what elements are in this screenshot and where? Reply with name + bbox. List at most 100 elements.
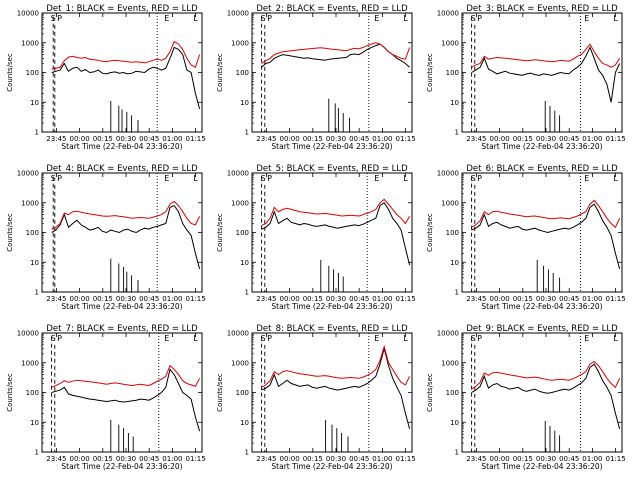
y-tick-label: 1	[455, 289, 459, 297]
x-tick-label: 01:15	[396, 295, 416, 303]
panel-det-5: Det_5: BLACK = Events, RED = LLD 1 10 100 10…	[216, 164, 416, 311]
y-tick-label: 10	[450, 99, 459, 107]
x-tick-label: 01:00	[582, 295, 602, 303]
marker-letter: S	[471, 174, 476, 183]
y-tick-label: 1000	[231, 39, 249, 47]
y-tick-label: 100	[446, 229, 459, 237]
panel-title: Det_2: BLACK = Events, RED = LLD	[256, 4, 408, 14]
x-tick-label: 00:15	[93, 455, 113, 463]
y-tick-label: 10	[450, 259, 459, 267]
events-series-line	[261, 202, 411, 266]
y-tick-label: 10	[240, 419, 249, 427]
plot-frame	[251, 172, 413, 293]
x-tick-label: 00:15	[513, 295, 533, 303]
x-tick-label: 00:45	[349, 455, 369, 463]
y-tick-label: 10000	[437, 10, 459, 18]
x-tick-label: 00:00	[280, 135, 300, 143]
lld-series-line	[51, 364, 201, 388]
panel-det-7: Det_7: BLACK = Events, RED = LLD 1 10 100 10…	[6, 324, 206, 471]
x-tick-label: 00:15	[303, 295, 323, 303]
y-tick-label: 1000	[231, 199, 249, 207]
y-tick-label: 100	[236, 389, 249, 397]
marker-letter: P	[267, 174, 272, 183]
lld-series-line	[51, 200, 201, 230]
y-tick-label: 10	[30, 259, 39, 267]
y-tick-label: 1000	[231, 359, 249, 367]
y-axis-label: Counts/sec	[426, 53, 434, 92]
x-tick-label: 01:00	[372, 455, 392, 463]
marker-letter: S	[51, 174, 56, 183]
marker-letter: L	[403, 14, 408, 23]
marker-letter: E	[584, 14, 589, 23]
x-tick-label: 01:15	[396, 135, 416, 143]
panel-det-2: Det_2: BLACK = Events, RED = LLD 1 10 100 10…	[216, 4, 416, 151]
x-tick-label: 23:45	[46, 295, 66, 303]
y-tick-label: 10	[240, 99, 249, 107]
lld-series-line	[261, 344, 411, 388]
x-axis-label: Start Time (22-Feb-04 23:36:20)	[61, 302, 182, 311]
y-tick-label: 100	[446, 69, 459, 77]
events-series-line	[51, 368, 201, 432]
x-tick-label: 00:15	[93, 135, 113, 143]
x-tick-label: 01:00	[162, 295, 182, 303]
marker-letter: S	[261, 174, 266, 183]
marker-letter: E	[584, 174, 589, 183]
marker-letter: S	[261, 334, 266, 343]
y-tick-label: 10	[30, 99, 39, 107]
x-tick-label: 00:15	[303, 135, 323, 143]
x-tick-label: 00:00	[280, 455, 300, 463]
marker-letter: E	[164, 334, 169, 343]
y-axis-label: Counts/sec	[216, 53, 224, 92]
x-axis-label: Start Time (22-Feb-04 23:36:20)	[481, 302, 602, 311]
x-tick-label: 00:15	[93, 295, 113, 303]
panel-det-9: Det_9: BLACK = Events, RED = LLD 1 10 100 10…	[426, 324, 626, 471]
panel-title: Det_3: BLACK = Events, RED = LLD	[466, 4, 618, 14]
events-series-line	[471, 46, 621, 103]
marker-letter: S	[471, 334, 476, 343]
x-tick-label: 23:45	[256, 295, 276, 303]
marker-letter: S	[51, 14, 56, 23]
y-tick-label: 100	[236, 229, 249, 237]
panel-title: Det_4: BLACK = Events, RED = LLD	[46, 164, 198, 174]
lld-series-line	[51, 40, 201, 70]
x-tick-label: 01:15	[606, 295, 626, 303]
y-axis-label: Counts/sec	[6, 53, 14, 92]
events-series-line	[471, 363, 621, 430]
y-tick-label: 10000	[437, 170, 459, 178]
x-tick-label: 00:00	[70, 455, 90, 463]
panel-det-8: Det_8: BLACK = Events, RED = LLD 1 10 100 10…	[216, 324, 416, 471]
y-tick-label: 1	[35, 289, 39, 297]
x-tick-label: 00:00	[70, 135, 90, 143]
x-axis-label: Start Time (22-Feb-04 23:36:20)	[61, 142, 182, 151]
x-tick-label: 01:15	[606, 455, 626, 463]
y-axis-label: Counts/sec	[426, 373, 434, 412]
x-tick-label: 00:00	[490, 135, 510, 143]
marker-letter: L	[193, 334, 198, 343]
x-tick-label: 23:45	[46, 135, 66, 143]
x-tick-label: 23:45	[256, 135, 276, 143]
x-tick-label: 00:00	[280, 295, 300, 303]
x-tick-label: 01:15	[606, 135, 626, 143]
marker-letter: L	[613, 334, 618, 343]
lld-series-line	[471, 360, 621, 390]
x-tick-label: 23:45	[46, 455, 66, 463]
y-tick-label: 1	[35, 449, 39, 457]
x-tick-label: 00:45	[349, 135, 369, 143]
x-tick-label: 00:30	[116, 135, 136, 143]
y-tick-label: 1000	[21, 199, 39, 207]
y-tick-label: 1	[245, 129, 249, 137]
y-tick-label: 10000	[227, 10, 249, 18]
x-tick-label: 23:45	[466, 455, 486, 463]
lld-series-line	[261, 42, 411, 64]
y-tick-label: 1000	[441, 39, 459, 47]
marker-letter: S	[471, 14, 476, 23]
plot-frame	[41, 332, 203, 453]
y-axis-label: Counts/sec	[426, 213, 434, 252]
panel-title: Det_6: BLACK = Events, RED = LLD	[466, 164, 618, 174]
x-tick-label: 00:00	[490, 455, 510, 463]
panel-det-3: Det_3: BLACK = Events, RED = LLD 1 10 100 10…	[426, 4, 626, 151]
plot-frame	[41, 172, 203, 293]
x-tick-label: 00:45	[139, 455, 159, 463]
x-tick-label: 00:30	[326, 135, 346, 143]
